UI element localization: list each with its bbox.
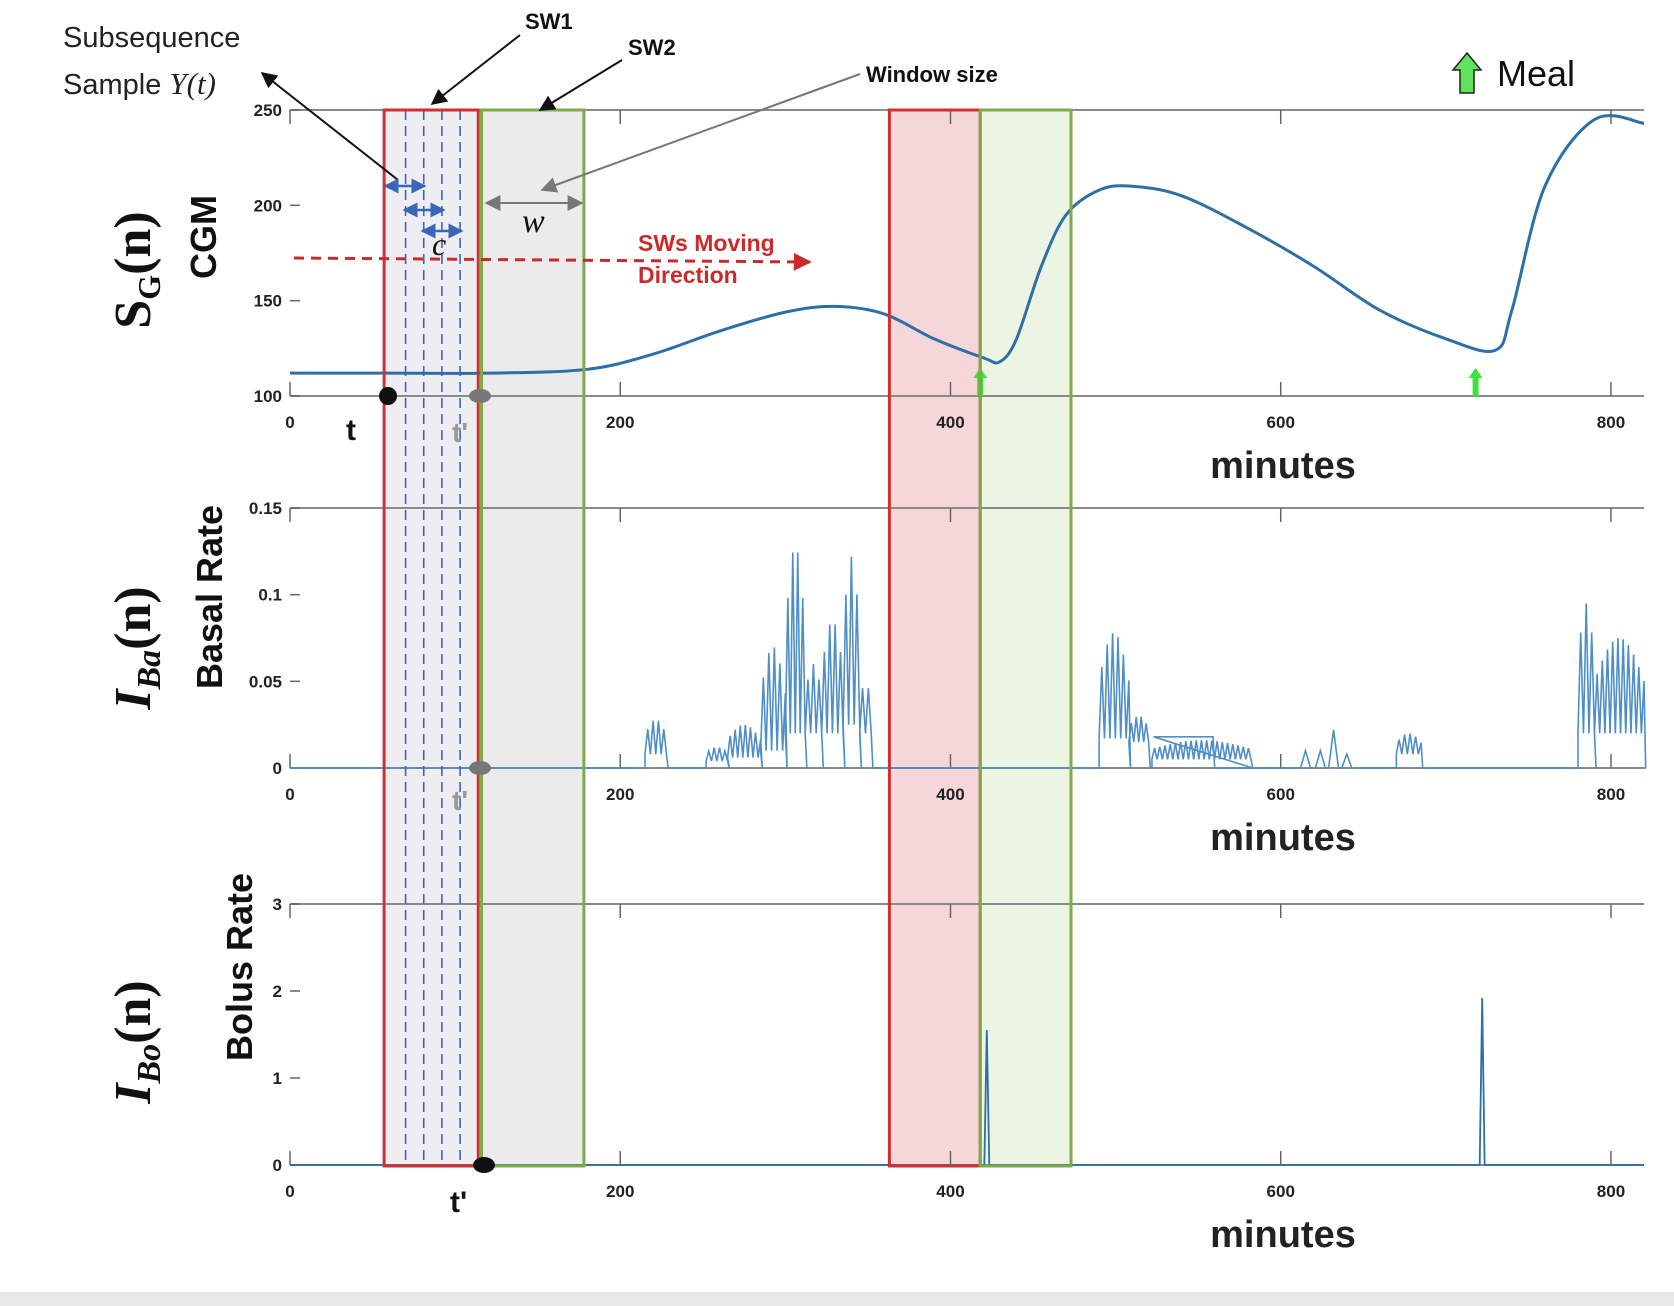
x-tick-label: 800 [1597,785,1625,804]
sw2-later-outline [978,108,1073,1168]
arrow-subsequence [260,72,399,181]
symbol-sg-arg: (n) [105,211,162,275]
annotation-direction-line2: Direction [638,262,738,288]
y-tick-label: 0.15 [249,499,282,518]
x-axis-label: minutes [1210,817,1356,859]
y-tick-label: 2 [273,982,282,1001]
sw1-later-fill [889,110,981,1166]
sw2-later-fill [980,110,1072,1166]
x-tick-label: 600 [1267,413,1295,432]
annotation-t-prime-mid: t' [452,785,468,816]
marker-t-prime-top [469,389,491,403]
annotation-subsequence-sample: Sample [63,69,169,101]
symbol-iba: IBa(n) [105,586,168,711]
series-line-bolus-rate [290,997,1644,1166]
x-tick-label: 200 [606,413,634,432]
series-line-basal-rate [290,552,1647,770]
panel-basal-rate: 0 200 400 600 800 0 0.05 0.1 0.15 minutes [249,499,1647,859]
annotations: Subsequence Sample Y(t) SW1 SW2 Window s… [63,9,1575,1219]
annotation-c: c [432,226,446,262]
y-tick-label: 250 [254,101,282,120]
x-tick-label: 0 [285,785,294,804]
symbol-ibo-sub: Bo [131,1044,168,1085]
marker-t [379,387,397,405]
ylabel-cgm: CGM [183,195,224,279]
x-tick-label: 0 [285,1182,294,1201]
y-tick-label: 0 [273,1156,282,1175]
y-tick-label: 100 [254,387,282,406]
marker-t-prime-mid [469,761,491,775]
annotation-t: t [346,414,356,447]
annotation-direction-line1: SWs Moving [638,230,775,256]
sw1-outline [382,108,480,1168]
x-tick-label: 600 [1267,785,1295,804]
x-tick-label: 400 [936,413,964,432]
arrow-sw2 [538,59,623,111]
ylabel-bolus-rate: Bolus Rate [219,873,260,1061]
y-tick-label: 0 [273,759,282,778]
x-axis-label: minutes [1210,445,1356,487]
annotation-sw1: SW1 [525,9,573,34]
legend-meal: Meal [1497,53,1575,94]
x-tick-label: 400 [936,785,964,804]
annotation-subsequence-math: Y(t) [169,66,216,101]
symbol-iba-main: I [105,688,162,711]
annotation-window-size: Window size [866,62,998,87]
x-tick-label: 800 [1597,413,1625,432]
ylabel-basal-rate: Basal Rate [189,505,230,689]
symbol-sg: SG(n) [105,211,167,328]
symbol-iba-sub: Ba [131,650,168,691]
symbol-iba-arg: (n) [105,586,162,650]
annotation-sw2: SW2 [628,35,676,60]
window-edges [382,108,1073,1168]
symbol-ibo: IBo(n) [105,980,168,1105]
symbol-sg-sub: G [131,275,167,300]
y-tick-label: 0.1 [258,586,282,605]
y-tick-label: 0.05 [249,672,282,691]
footer-strip [0,1292,1674,1306]
x-tick-label: 800 [1597,1182,1625,1201]
y-tick-label: 1 [273,1069,282,1088]
y-tick-label: 3 [273,895,282,914]
y-tick-label: 200 [254,196,282,215]
annotation-t-prime-top: t' [452,417,468,448]
sw1-fill [384,110,479,1166]
annotation-w: w [522,203,545,240]
meal-marker [1468,368,1483,396]
symbol-ibo-arg: (n) [105,980,162,1044]
x-tick-label: 600 [1267,1182,1295,1201]
marker-t-prime-bottom [473,1157,495,1173]
sw2-fill [481,110,584,1166]
x-tick-label: 0 [285,413,294,432]
direction-arrow [293,252,812,271]
annotation-subsequence-line2: Sample Y(t) [63,66,216,101]
meal-legend-icon [1451,51,1483,94]
symbol-sg-main: S [105,300,162,329]
x-tick-label: 200 [606,785,634,804]
series-line-cgm [290,114,1645,375]
sw2-outline [480,108,586,1168]
arrow-window-size [540,73,861,193]
arrow-sw1 [430,34,521,105]
y-tick-label: 150 [254,292,282,311]
x-tick-label: 200 [606,1182,634,1201]
x-axis-label: minutes [1210,1214,1356,1256]
annotation-subsequence-line1: Subsequence [63,22,240,54]
window-fills [384,110,1072,1166]
x-tick-label: 400 [936,1182,964,1201]
symbol-ibo-main: I [105,1082,162,1105]
annotation-t-prime-bottom: t' [450,1186,467,1219]
